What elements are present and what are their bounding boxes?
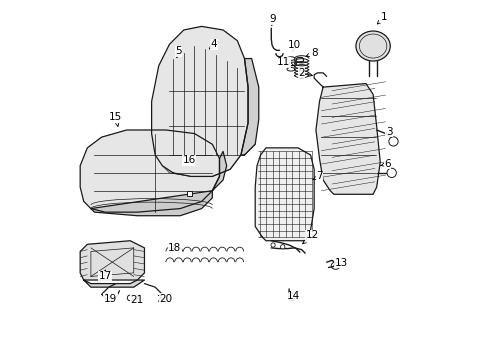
Text: 10: 10 — [287, 40, 301, 51]
Text: 6: 6 — [380, 159, 390, 169]
Polygon shape — [80, 241, 144, 280]
Polygon shape — [241, 59, 258, 155]
Polygon shape — [91, 191, 212, 216]
Text: 15: 15 — [109, 112, 122, 126]
Text: 17: 17 — [99, 270, 112, 282]
Circle shape — [270, 243, 275, 247]
Text: 4: 4 — [209, 39, 217, 49]
Text: 7: 7 — [312, 171, 322, 181]
Polygon shape — [212, 152, 226, 191]
Circle shape — [127, 295, 133, 301]
Text: 12: 12 — [302, 230, 318, 244]
Circle shape — [388, 137, 397, 146]
Text: 16: 16 — [182, 156, 195, 165]
Text: 21: 21 — [130, 295, 143, 305]
Text: 20: 20 — [158, 294, 172, 303]
Text: 19: 19 — [104, 294, 117, 303]
Polygon shape — [80, 130, 219, 212]
Text: 9: 9 — [268, 14, 275, 26]
Polygon shape — [151, 26, 247, 176]
Text: 13: 13 — [334, 258, 347, 268]
Polygon shape — [315, 84, 380, 194]
Text: 5: 5 — [175, 46, 182, 58]
Text: 18: 18 — [168, 243, 181, 253]
Bar — [187, 191, 192, 196]
Polygon shape — [83, 280, 144, 287]
Text: 3: 3 — [385, 127, 392, 137]
Circle shape — [280, 245, 285, 249]
Text: 8: 8 — [305, 48, 317, 58]
Text: 1: 1 — [377, 13, 386, 24]
Text: 14: 14 — [286, 291, 299, 301]
Text: 2: 2 — [298, 68, 312, 78]
Polygon shape — [255, 148, 313, 241]
Ellipse shape — [355, 31, 389, 61]
Text: 11: 11 — [277, 57, 293, 67]
Circle shape — [386, 168, 395, 177]
